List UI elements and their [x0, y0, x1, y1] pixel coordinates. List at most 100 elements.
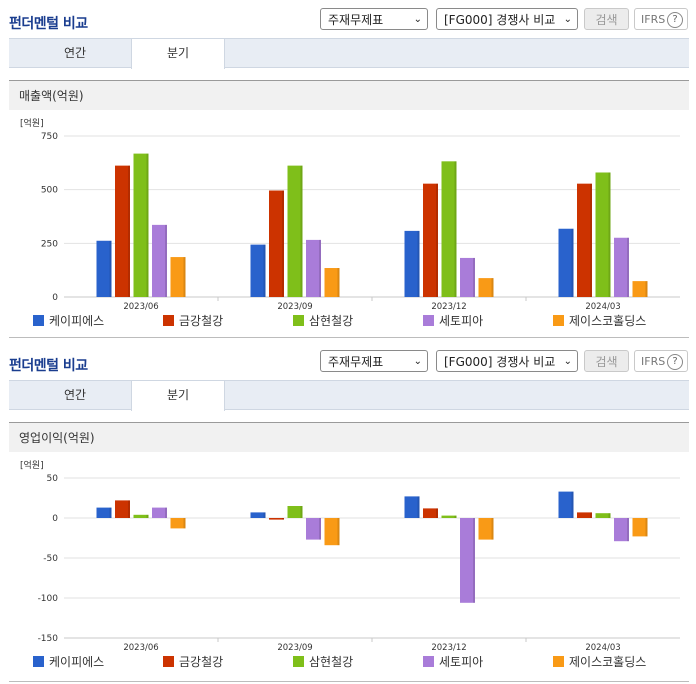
bar: [306, 239, 321, 297]
bar-shade: [417, 496, 420, 518]
report-type-select[interactable]: 주재무제표 ⌄: [320, 350, 428, 372]
search-button[interactable]: 검색: [584, 8, 629, 30]
bar-shade: [436, 183, 438, 297]
bar-shade: [109, 240, 112, 297]
fundamental-panel-1: 펀더멘털 비교 주재무제표 ⌄ [FG000] 경쟁사 비교 ⌄ 검색 IFRS…: [0, 0, 696, 340]
legend-swatch: [163, 656, 174, 667]
tab-quarterly[interactable]: 분기: [131, 38, 225, 69]
bar-shade: [571, 228, 574, 297]
y-unit-label: [억원]: [20, 459, 44, 471]
bar-shade: [319, 518, 321, 540]
bar: [115, 500, 130, 518]
bar-shade: [319, 239, 321, 297]
bar: [324, 518, 340, 546]
bar: [423, 508, 438, 518]
bar: [614, 518, 629, 542]
bar: [423, 183, 438, 297]
chevron-down-icon: ⌄: [413, 356, 422, 367]
bar-shade: [454, 515, 457, 518]
bar-shade: [183, 257, 186, 297]
x-tick-label: 2023/06: [123, 643, 158, 653]
report-type-value: 주재무제표: [328, 13, 384, 27]
bar-shade: [436, 508, 438, 518]
bar: [441, 515, 457, 518]
y-tick-label: 250: [41, 239, 58, 249]
tab-annual[interactable]: 연간: [63, 388, 87, 402]
y-tick-label: 50: [47, 474, 59, 484]
fundamental-panel-2: 펀더멘털 비교 주재무제표 ⌄ [FG000] 경쟁사 비교 ⌄ 검색 IFRS…: [0, 342, 696, 684]
bar-shade: [473, 257, 475, 297]
bar-shade: [608, 513, 611, 518]
legend-label: 삼현철강: [309, 314, 353, 328]
bar-shade: [473, 518, 475, 603]
bar: [96, 507, 112, 518]
bar-shade: [608, 172, 611, 297]
legend-swatch: [33, 315, 44, 326]
bar-shade: [627, 237, 629, 297]
bar: [269, 190, 284, 297]
tab-annual[interactable]: 연간: [63, 46, 87, 60]
bar: [133, 153, 149, 297]
bar-shade: [263, 512, 266, 518]
revenue-chart: [억원] 0 250 500 750 2023/06 2023/09 2023/12 2024/…: [20, 117, 680, 328]
bar-shade: [571, 491, 574, 518]
compare-value: [FG000] 경쟁사 비교: [444, 355, 556, 369]
bar: [250, 512, 266, 518]
bar: [460, 518, 475, 603]
legend-label: 삼현철강: [309, 655, 353, 669]
bar-shade: [337, 268, 340, 297]
chevron-down-icon: ⌄: [413, 14, 422, 25]
chevron-down-icon: ⌄: [563, 356, 572, 367]
x-tick-label: 2023/09: [277, 643, 312, 653]
bar: [614, 237, 629, 297]
bar: [170, 518, 186, 529]
tab-quarterly[interactable]: 분기: [131, 380, 225, 411]
bar-shade: [590, 512, 592, 518]
y-tick-label: 500: [41, 186, 58, 196]
x-tick-label: 2023/12: [431, 643, 466, 653]
x-tick-label: 2023/09: [277, 302, 312, 312]
y-tick-label: -50: [43, 554, 58, 564]
panel-title: 펀더멘털 비교: [9, 358, 88, 374]
legend-swatch: [33, 656, 44, 667]
legend-label: 금강철강: [179, 655, 223, 669]
bar: [595, 513, 611, 518]
bar: [115, 165, 130, 297]
bar: [152, 224, 167, 297]
y-tick-label: -150: [38, 634, 59, 644]
bar: [250, 244, 266, 297]
bar-shade: [300, 506, 303, 518]
x-tick-label: 2024/03: [585, 302, 620, 312]
bar-shade: [645, 281, 648, 297]
ifrs-help-button[interactable]: IFRS ?: [634, 8, 688, 30]
search-button[interactable]: 검색: [584, 350, 629, 372]
bar: [287, 165, 303, 297]
y-tick-label: -100: [38, 594, 59, 604]
bar: [133, 514, 149, 518]
y-tick-label: 750: [41, 132, 58, 142]
legend-swatch: [293, 315, 304, 326]
chevron-down-icon: ⌄: [563, 14, 572, 25]
legend-swatch: [163, 315, 174, 326]
bar: [632, 518, 648, 537]
bar-shade: [146, 514, 149, 518]
legend-label: 세토피아: [439, 314, 483, 328]
bar: [170, 257, 186, 297]
compare-select[interactable]: [FG000] 경쟁사 비교 ⌄: [436, 350, 578, 372]
legend-label: 금강철강: [179, 314, 223, 328]
chart-section-header: 매출액(억원): [9, 80, 689, 110]
report-type-select[interactable]: 주재무제표 ⌄: [320, 8, 428, 30]
period-tabs: 연간 분기: [9, 38, 689, 69]
ifrs-label: IFRS: [641, 355, 666, 368]
bar-shade: [146, 153, 149, 297]
y-tick-label: 0: [52, 514, 58, 524]
bar: [460, 257, 475, 297]
compare-select[interactable]: [FG000] 경쟁사 비교 ⌄: [436, 8, 578, 30]
operating-profit-chart: [억원]50 0 -50 -100 -150 2023/06 2023/09 2023/12 2…: [20, 459, 680, 669]
y-tick-label: 0: [52, 293, 58, 303]
period-tabs: 연간 분기: [9, 380, 689, 411]
bar: [324, 268, 340, 297]
x-tick-label: 2023/12: [431, 302, 466, 312]
bar-shade: [491, 518, 494, 540]
ifrs-help-button[interactable]: IFRS ?: [634, 350, 688, 372]
